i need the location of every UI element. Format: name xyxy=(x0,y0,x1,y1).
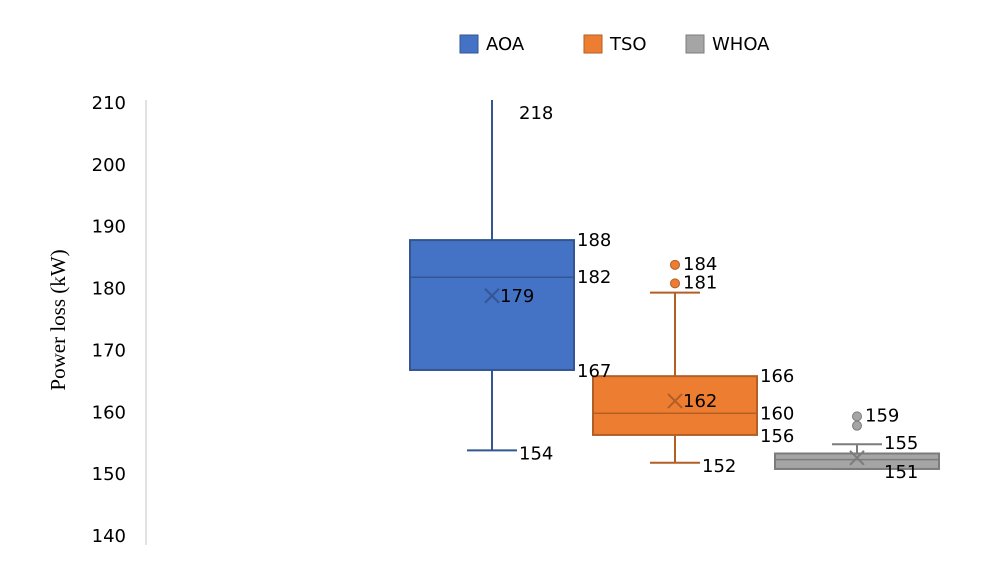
y-tick-label: 170 xyxy=(92,340,126,361)
legend-swatch xyxy=(685,34,705,54)
y-axis-label: Power loss (kW) xyxy=(46,249,70,390)
box xyxy=(409,239,575,371)
data-label: 166 xyxy=(760,366,794,387)
legend-swatch xyxy=(459,34,479,54)
data-label: 155 xyxy=(884,433,918,454)
data-label: 162 xyxy=(683,391,717,412)
data-label: 218 xyxy=(519,103,553,124)
legend-swatch xyxy=(583,34,603,54)
legend-label: WHOA xyxy=(712,34,770,55)
data-label: 160 xyxy=(760,403,794,424)
y-tick-label: 140 xyxy=(92,526,126,547)
y-tick-label: 150 xyxy=(92,464,126,485)
data-label: 167 xyxy=(577,361,611,382)
y-tick-label: 210 xyxy=(92,93,126,114)
outlier xyxy=(670,278,680,289)
data-label: 179 xyxy=(500,286,534,307)
outlier xyxy=(852,411,862,422)
data-label: 181 xyxy=(683,272,717,293)
data-label: 184 xyxy=(683,254,717,275)
y-tick-label: 200 xyxy=(92,155,126,176)
outlier xyxy=(670,259,680,270)
y-tick-label: 180 xyxy=(92,279,126,300)
data-label: 151 xyxy=(884,462,918,483)
data-label: 159 xyxy=(865,405,899,426)
outlier xyxy=(852,420,862,431)
legend-label: AOA xyxy=(486,34,525,55)
plot-area xyxy=(409,100,940,470)
legend-label: TSO xyxy=(609,34,647,55)
data-label: 156 xyxy=(760,426,794,447)
data-label: 182 xyxy=(577,267,611,288)
data-label: 152 xyxy=(702,456,736,477)
box xyxy=(774,452,940,470)
mean-marker xyxy=(667,393,683,409)
box xyxy=(592,375,758,436)
y-tick-label: 190 xyxy=(92,217,126,238)
data-label: 154 xyxy=(519,443,553,464)
mean-marker xyxy=(849,450,865,466)
y-tick-label: 160 xyxy=(92,402,126,423)
data-label: 188 xyxy=(577,230,611,251)
mean-marker xyxy=(484,288,500,304)
